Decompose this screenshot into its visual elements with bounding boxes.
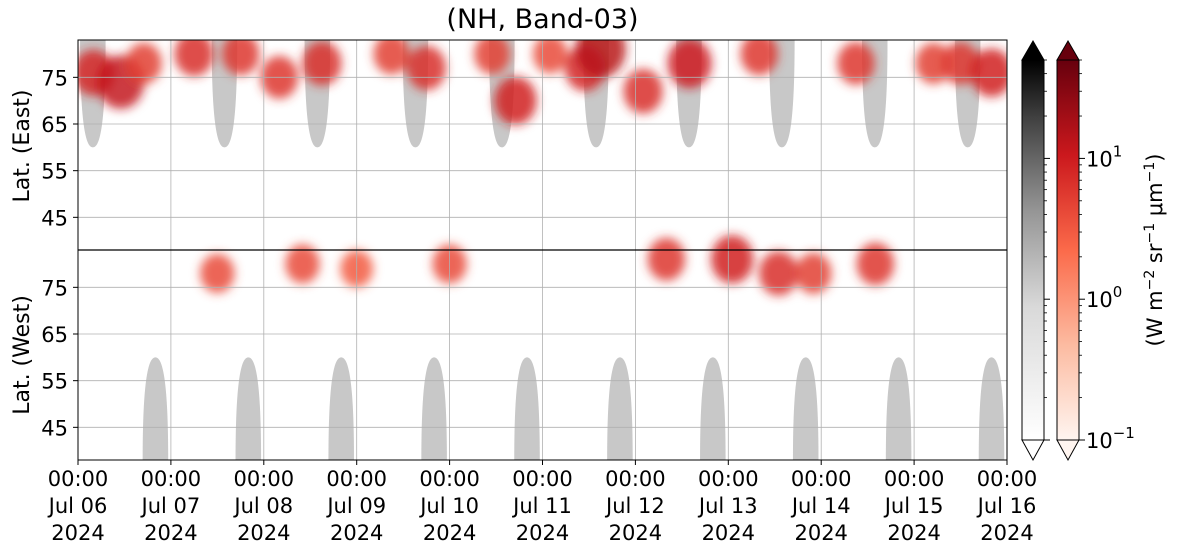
colorbar-tick-label-2: 101 <box>1086 142 1122 171</box>
colorbar-greys-extend-max <box>1021 40 1045 61</box>
colorbar-greys <box>1021 40 1045 462</box>
colorbar-label: (W m−2 sr−1 μm−1) <box>1142 154 1167 347</box>
night-region-bottom-7 <box>792 357 819 460</box>
x-tick-year: 2024 <box>51 521 104 545</box>
radiance-blob-26 <box>856 242 895 286</box>
x-tick-time: 00:00 <box>884 467 945 491</box>
y-tick-bottom-label: 45 <box>41 416 68 440</box>
night-region-bottom-5 <box>607 357 633 460</box>
x-tick-date: Jul 16 <box>976 494 1037 518</box>
colorbar-reds-extend-min <box>1056 439 1080 462</box>
y-tick-bottom-label: 75 <box>41 276 68 300</box>
radiance-blob-27 <box>915 42 952 84</box>
x-tick-year: 2024 <box>237 521 290 545</box>
night-region-bottom-0 <box>142 357 169 460</box>
y-tick-top-label: 55 <box>41 160 68 184</box>
radiance-blob-7 <box>285 244 320 284</box>
colorbar-tick-label-0: 10−1 <box>1086 424 1135 453</box>
radiance-blob-11 <box>406 45 446 91</box>
radiance-blob-23 <box>759 250 799 296</box>
y-tick-bottom-label: 55 <box>41 370 68 394</box>
x-tick-date: Jul 11 <box>511 494 572 518</box>
colorbar-ticks: 10−1 100 101 <box>1044 59 1135 453</box>
x-tick-time: 00:00 <box>605 467 666 491</box>
x-axis: 00:00 Jul 06 2024 00:00 Jul 07 2024 00:00 Jul 0… <box>47 460 1038 545</box>
night-region-bottom-4 <box>514 357 540 460</box>
x-tick-date: Jul 09 <box>325 494 386 518</box>
x-tick-time: 00:00 <box>512 467 573 491</box>
radiance-blob-15 <box>533 40 568 74</box>
chart-title: (NH, Band-03) <box>446 4 639 35</box>
x-tick-year: 2024 <box>144 521 197 545</box>
y-tick-top-label: 45 <box>41 206 68 230</box>
colorbar-tick-label-1: 100 <box>1086 283 1122 312</box>
x-tick-year: 2024 <box>794 521 847 545</box>
x-tick-year: 2024 <box>516 521 569 545</box>
colorbar-reds <box>1056 40 1080 462</box>
night-region-bottom-8 <box>885 357 912 460</box>
x-tick-year: 2024 <box>330 521 383 545</box>
night-region-bottom-9 <box>978 357 1005 460</box>
x-tick-year: 2024 <box>980 521 1033 545</box>
colorbar-reds-extend-max <box>1056 40 1080 61</box>
x-tick-time: 00:00 <box>791 467 852 491</box>
y-axis-label-bottom: Lat. (West) <box>10 295 35 415</box>
radiance-blob-25 <box>837 41 875 85</box>
x-tick-year: 2024 <box>702 521 755 545</box>
x-tick-year: 2024 <box>423 521 476 545</box>
radiance-blob-21 <box>711 235 754 284</box>
y-tick-bottom-label: 65 <box>41 323 68 347</box>
radiance-blob-13 <box>474 40 511 75</box>
x-tick-year: 2024 <box>887 521 940 545</box>
radiance-blob-4 <box>200 253 235 293</box>
radiance-blob-28 <box>941 41 980 85</box>
y-axis-label-top: Lat. (East) <box>10 90 35 203</box>
x-tick-time: 00:00 <box>234 467 295 491</box>
x-tick-date: Jul 06 <box>47 494 108 518</box>
radiance-blob-19 <box>647 237 686 281</box>
x-tick-time: 00:00 <box>326 467 387 491</box>
y-tick-top-label: 75 <box>41 66 68 90</box>
x-tick-year: 2024 <box>609 521 662 545</box>
radiance-blob-3 <box>174 40 214 77</box>
x-tick-date: Jul 10 <box>418 494 479 518</box>
radiance-blob-2 <box>125 42 162 84</box>
x-tick-time: 00:00 <box>698 467 759 491</box>
x-tick-date: Jul 12 <box>604 494 665 518</box>
x-tick-date: Jul 13 <box>697 494 758 518</box>
radiance-blob-18 <box>623 69 663 114</box>
x-tick-time: 00:00 <box>141 467 202 491</box>
night-region-bottom-3 <box>421 357 447 460</box>
radiance-blob-10 <box>373 40 410 75</box>
radiance-blob-5 <box>221 40 260 76</box>
night-region-top-7 <box>769 40 795 148</box>
radiance-blob-17 <box>575 40 626 78</box>
radiance-blob-24 <box>795 252 832 294</box>
colorbar-greys-extend-min <box>1021 439 1045 462</box>
x-tick-date: Jul 15 <box>883 494 944 518</box>
x-tick-time: 00:00 <box>48 467 109 491</box>
y-tick-top-label: 65 <box>41 113 68 137</box>
night-region-bottom-2 <box>328 357 354 460</box>
radiance-blob-29 <box>970 48 1007 97</box>
x-tick-date: Jul 07 <box>140 494 201 518</box>
radiance-layer <box>78 40 1007 296</box>
night-region-bottom-6 <box>700 357 726 460</box>
radiance-blob-14 <box>494 76 537 125</box>
x-tick-time: 00:00 <box>977 467 1038 491</box>
x-tick-date: Jul 14 <box>790 494 851 518</box>
y-axis: 45 55 65 75 75 65 55 45 <box>41 66 78 440</box>
x-tick-date: Jul 08 <box>232 494 293 518</box>
night-region-bottom-1 <box>235 357 262 460</box>
radiance-blob-20 <box>667 40 712 89</box>
radiance-blob-22 <box>740 40 779 76</box>
radiance-blob-8 <box>302 41 342 86</box>
x-tick-time: 00:00 <box>419 467 480 491</box>
